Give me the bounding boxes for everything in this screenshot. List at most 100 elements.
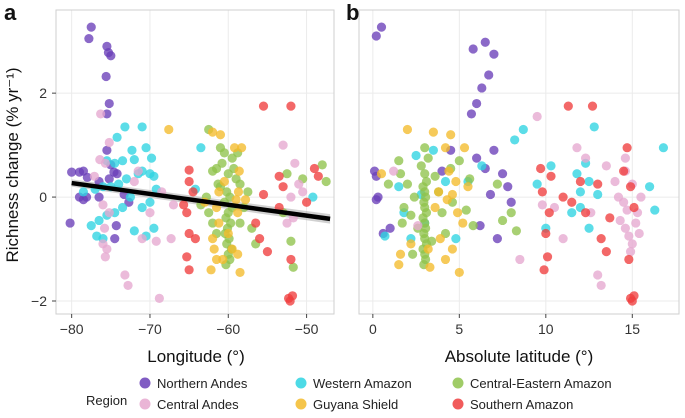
data-point-central-eastern-amazon <box>408 249 418 259</box>
data-point-central-andes <box>532 111 542 122</box>
data-point-guyana-shield <box>236 143 247 153</box>
data-point-guyana-shield <box>214 187 224 197</box>
data-point-southern-amazon <box>262 247 273 257</box>
data-point-central-eastern-amazon <box>423 153 433 163</box>
data-point-northern-andes <box>104 98 114 109</box>
y-axis-title: Richness change (% yr⁻¹) <box>3 67 22 262</box>
data-point-southern-amazon <box>536 163 546 174</box>
legend-swatch-central-andes <box>139 398 151 410</box>
data-point-central-eastern-amazon <box>395 169 406 179</box>
data-point-central-eastern-amazon <box>288 262 298 272</box>
data-point-central-andes <box>168 200 179 210</box>
y-tick-label: 2 <box>39 85 47 101</box>
legend-title: Region <box>86 393 127 408</box>
data-point-western-amazon <box>145 197 155 207</box>
data-point-guyana-shield <box>423 244 433 254</box>
data-point-northern-andes <box>503 182 513 192</box>
data-point-guyana-shield <box>402 124 413 135</box>
data-point-southern-amazon <box>580 208 591 218</box>
data-point-southern-amazon <box>184 176 194 187</box>
data-point-guyana-shield <box>208 127 218 137</box>
data-point-southern-amazon <box>544 208 554 218</box>
data-point-central-eastern-amazon <box>416 161 426 171</box>
legend-swatch-northern-andes <box>139 377 151 389</box>
data-point-southern-amazon <box>627 296 637 306</box>
data-point-central-eastern-amazon <box>317 160 327 170</box>
data-point-guyana-shield <box>447 244 458 254</box>
legend-label-northern-andes: Northern Andes <box>157 376 248 391</box>
data-point-western-amazon <box>650 205 660 215</box>
data-point-southern-amazon <box>255 234 265 244</box>
data-point-central-andes <box>627 239 637 249</box>
data-point-central-andes <box>388 166 399 176</box>
data-point-western-amazon <box>584 176 594 187</box>
data-point-western-amazon <box>440 176 451 187</box>
data-point-central-eastern-amazon <box>402 179 413 189</box>
data-point-central-eastern-amazon <box>461 205 471 215</box>
data-point-northern-andes <box>466 109 477 119</box>
data-point-western-amazon <box>129 226 139 236</box>
data-point-central-eastern-amazon <box>383 179 394 189</box>
data-point-central-andes <box>102 244 112 254</box>
legend: Region Northern Andes Western Amazon Centr… <box>86 376 612 412</box>
data-point-southern-amazon <box>625 182 636 192</box>
data-point-southern-amazon <box>596 234 606 244</box>
data-point-central-andes <box>620 153 630 163</box>
panel-a-letter: a <box>4 0 17 25</box>
data-point-western-amazon <box>380 231 390 241</box>
data-point-southern-amazon <box>622 143 632 153</box>
data-point-guyana-shield <box>215 130 226 140</box>
data-point-western-amazon <box>510 135 520 145</box>
data-point-guyana-shield <box>219 176 229 187</box>
data-point-central-eastern-amazon <box>420 169 430 179</box>
data-point-western-amazon <box>589 122 599 132</box>
data-point-northern-andes <box>484 70 494 80</box>
data-point-guyana-shield <box>442 195 452 205</box>
data-point-central-andes <box>104 137 114 148</box>
data-point-central-eastern-amazon <box>427 236 437 246</box>
x-axis-title-b: Absolute latitude (°) <box>445 347 594 366</box>
data-point-western-amazon <box>546 161 556 171</box>
data-point-central-andes <box>624 231 634 241</box>
x-tick-label: 5 <box>455 321 463 337</box>
data-point-northern-andes <box>437 166 447 176</box>
data-point-northern-andes <box>477 83 487 93</box>
data-point-western-amazon <box>114 179 124 189</box>
data-point-western-amazon <box>127 145 137 155</box>
panel-b-letter: b <box>346 0 359 25</box>
data-point-central-eastern-amazon <box>420 143 430 153</box>
data-point-southern-amazon <box>182 252 192 262</box>
data-point-central-andes <box>631 218 641 228</box>
data-point-southern-amazon <box>605 213 615 223</box>
data-point-central-eastern-amazon <box>217 158 227 168</box>
legend-swatch-central-eastern-amazon <box>452 377 464 389</box>
data-point-southern-amazon <box>278 182 288 192</box>
data-point-guyana-shield <box>459 143 470 153</box>
data-point-central-andes <box>120 270 130 280</box>
data-point-central-eastern-amazon <box>321 176 331 187</box>
data-point-southern-amazon <box>182 208 192 218</box>
x-axis-title-a: Longitude (°) <box>147 347 245 366</box>
legend-label-guyana-shield: Guyana Shield <box>313 397 398 412</box>
data-point-central-andes <box>619 197 629 207</box>
data-point-guyana-shield <box>214 218 224 228</box>
data-point-central-andes <box>89 171 99 181</box>
data-point-central-eastern-amazon <box>286 236 296 246</box>
data-point-central-eastern-amazon <box>394 156 404 166</box>
data-point-guyana-shield <box>233 187 244 197</box>
data-point-western-amazon <box>117 156 128 166</box>
data-point-central-andes <box>572 143 582 153</box>
data-point-southern-amazon <box>563 101 573 111</box>
data-point-central-andes <box>622 205 632 215</box>
data-point-central-eastern-amazon <box>468 221 478 231</box>
data-point-northern-andes <box>74 167 85 177</box>
data-point-western-amazon <box>428 145 438 155</box>
data-point-central-andes <box>282 218 292 228</box>
data-point-northern-andes <box>84 33 94 44</box>
data-point-central-andes <box>593 270 603 280</box>
data-point-western-amazon <box>137 122 147 132</box>
data-point-northern-andes <box>371 195 381 205</box>
data-point-central-andes <box>154 293 164 304</box>
data-point-southern-amazon <box>313 171 323 181</box>
data-point-southern-amazon <box>539 265 549 275</box>
